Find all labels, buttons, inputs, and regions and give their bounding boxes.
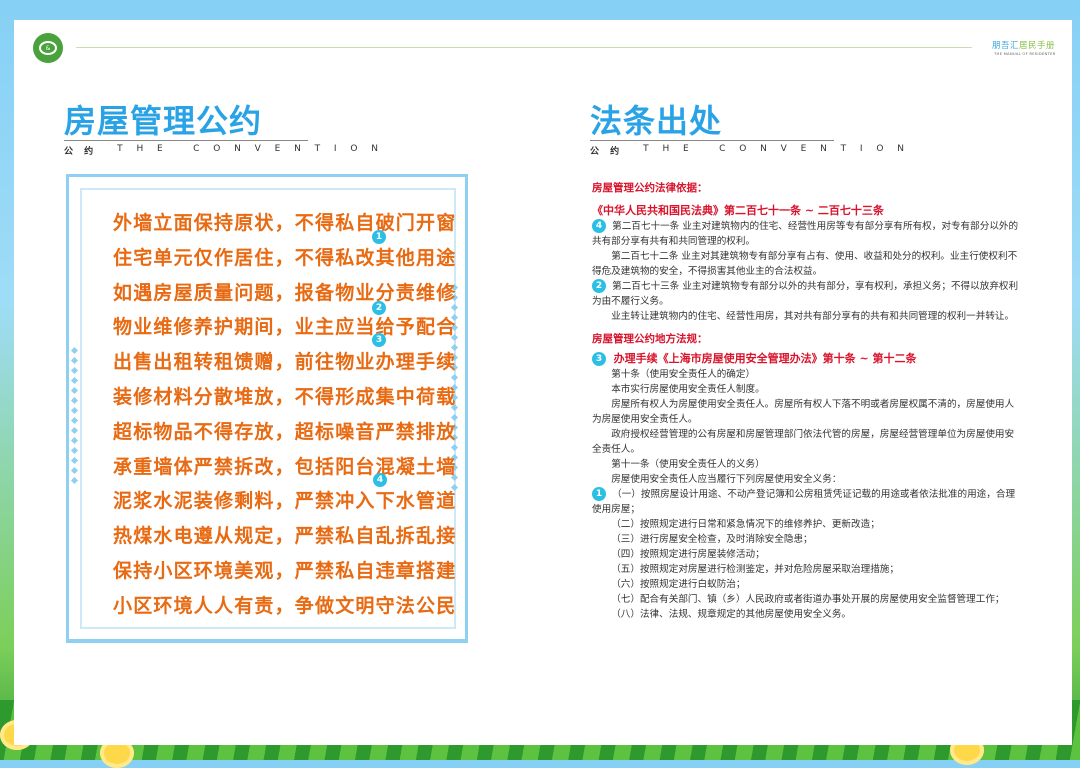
number-badge: 2 (372, 301, 386, 315)
section-heading: 房屋管理公约地方法规： (592, 333, 708, 345)
subtitle-en: THE CONVENTION (643, 144, 918, 154)
law-source: 《中华人民共和国民法典》第二百七十一条 ~ 二百七十三条 (592, 204, 884, 217)
duty-item: （七）配合有关部门、镇（乡）人民政府或者街道办事处开展的房屋使用安全监督管理工作… (611, 594, 1005, 605)
law-article: 本市实行房屋使用安全责任人制度。 (611, 384, 765, 395)
section-heading: 房屋管理公约法律依据： (592, 182, 708, 194)
brand-part1: 朋吾汇 (992, 41, 1020, 51)
number-badge: 4 (592, 219, 606, 233)
duty-item: （五）按照规定对房屋进行检测鉴定，并对危险房屋采取治理措施； (611, 564, 899, 575)
brand-part2: 居民手册 (1019, 41, 1056, 51)
convention-rules: 外墙立面保持原状，不得私自破门开窗 住宅单元仅作居住，不得私改其他用途 如遇房屋… (113, 206, 457, 624)
duty-item: （四）按照规定进行房屋装修活动； (611, 549, 765, 560)
law-article: 第二百七十二条 业主对其建筑物专有部分享有占有、使用、收益和处分的权利。业主行使… (592, 251, 1018, 277)
law-article: 政府授权经营管理的公有房屋和房屋管理部门依法代管的房屋，房屋经营管理单位为房屋使… (592, 429, 1015, 455)
law-source: 3 办理手续《上海市房屋使用安全管理办法》第十条 ~ 第十二条 (592, 351, 1022, 367)
rule-line: 热煤水电遵从规定，严禁私自乱拆乱接 (113, 525, 457, 548)
duty-item: （六）按照规定进行白蚁防治； (611, 579, 746, 590)
brand-subtitle: THE MANUAL OF RESIDENTER (994, 51, 1056, 56)
number-badge: 1 (592, 487, 606, 501)
header-divider (76, 47, 972, 48)
convention-frame (66, 174, 468, 643)
number-badge: 1 (372, 230, 386, 244)
rule-line: 泥浆水泥装修剩料，严禁冲入下水管道 (113, 490, 457, 513)
rule-line: 装修材料分散堆放，不得形成集中荷载 (113, 385, 457, 408)
law-article: 4 第二百七十一条 业主对建筑物内的住宅、经营性用房等专有部分享有所有权，对专有… (592, 219, 1022, 249)
rule-line: 如遇房屋质量问题，报备物业分责维修 (113, 281, 457, 304)
law-article: 第十一条（使用安全责任人的义务） (611, 459, 765, 470)
rule-line: 外墙立面保持原状，不得私自破门开窗 (113, 212, 457, 234)
article-text: 第二百七十三条 业主对建筑物专有部分以外的共有部分，享有权利，承担义务；不得以放… (592, 281, 1019, 307)
brand-name: 朋吾汇居民手册 (992, 39, 1055, 51)
rule-line: 小区环境人人有责，争做文明守法公民 (113, 594, 457, 617)
number-badge: 3 (592, 352, 606, 366)
law-article: 2 第二百七十三条 业主对建筑物专有部分以外的共有部分，享有权利，承担义务；不得… (592, 279, 1022, 309)
duty-item: （八）法律、法规、规章规定的其他房屋使用安全义务。 (611, 609, 852, 620)
number-badge: 4 (373, 473, 387, 487)
law-source-text: 办理手续《上海市房屋使用安全管理办法》第十条 ~ 第十二条 (613, 352, 917, 365)
title-underline (590, 140, 834, 141)
logo-mark-icon: & (39, 41, 57, 55)
subtitle-cn: 公 约 (64, 147, 98, 157)
number-badge: 2 (592, 279, 606, 293)
subtitle-cn: 公 约 (590, 147, 624, 157)
rule-line: 住宅单元仅作居住，不得私改其他用途 (113, 246, 457, 269)
duty-item: 1 （一）按照房屋设计用途、不动产登记簿和公房租赁凭证记载的用途或者依法批准的用… (592, 487, 1022, 517)
law-article: 房屋所有权人为房屋使用安全责任人。房屋所有权人下落不明或者房屋权属不清的，房屋使… (592, 399, 1015, 425)
rule-line: 出售出租转租馈赠，前往物业办理手续 (113, 351, 457, 374)
page-title-left: 房屋管理公约 (64, 102, 263, 140)
page-title-right: 法条出处 (590, 102, 723, 140)
subtitle-left: 公 约 THE CONVENTION (64, 144, 392, 157)
duty-text: （一）按照房屋设计用途、不动产登记簿和公房租赁凭证记载的用途或者依法批准的用途，… (592, 489, 1016, 515)
rule-line: 超标物品不得存放，超标噪音严禁排放 (113, 420, 457, 443)
subtitle-en: THE CONVENTION (117, 144, 392, 154)
logo: & (33, 33, 63, 63)
law-article: 第十条（使用安全责任人的确定） (611, 369, 756, 380)
duty-item: （二）按照规定进行日常和紧急情况下的维修养护、更新改造； (611, 519, 880, 530)
number-badge: 3 (372, 333, 386, 347)
diamond-dots-left (70, 346, 79, 485)
rule-line: 承重墙体严禁拆改，包括阳台混凝土墙 (113, 455, 457, 478)
rule-line: 保持小区环境美观，严禁私自违章搭建 (113, 559, 457, 582)
duty-item: （三）进行房屋安全检查，及时消除安全隐患； (611, 534, 813, 545)
law-article: 业主转让建筑物内的住宅、经营性用房，其对共有部分享有的共有和共同管理的权利一并转… (611, 311, 1015, 322)
title-underline (64, 140, 308, 141)
subtitle-right: 公 约 THE CONVENTION (590, 144, 918, 157)
legal-sources: 房屋管理公约法律依据： 《中华人民共和国民法典》第二百七十一条 ~ 二百七十三条… (592, 180, 1022, 622)
article-text: 第二百七十一条 业主对建筑物内的住宅、经营性用房等专有部分享有所有权，对专有部分… (592, 221, 1019, 247)
law-article: 房屋使用安全责任人应当履行下列房屋使用安全义务： (611, 474, 842, 485)
rule-line: 物业维修养护期间，业主应当给予配合 (113, 316, 457, 339)
